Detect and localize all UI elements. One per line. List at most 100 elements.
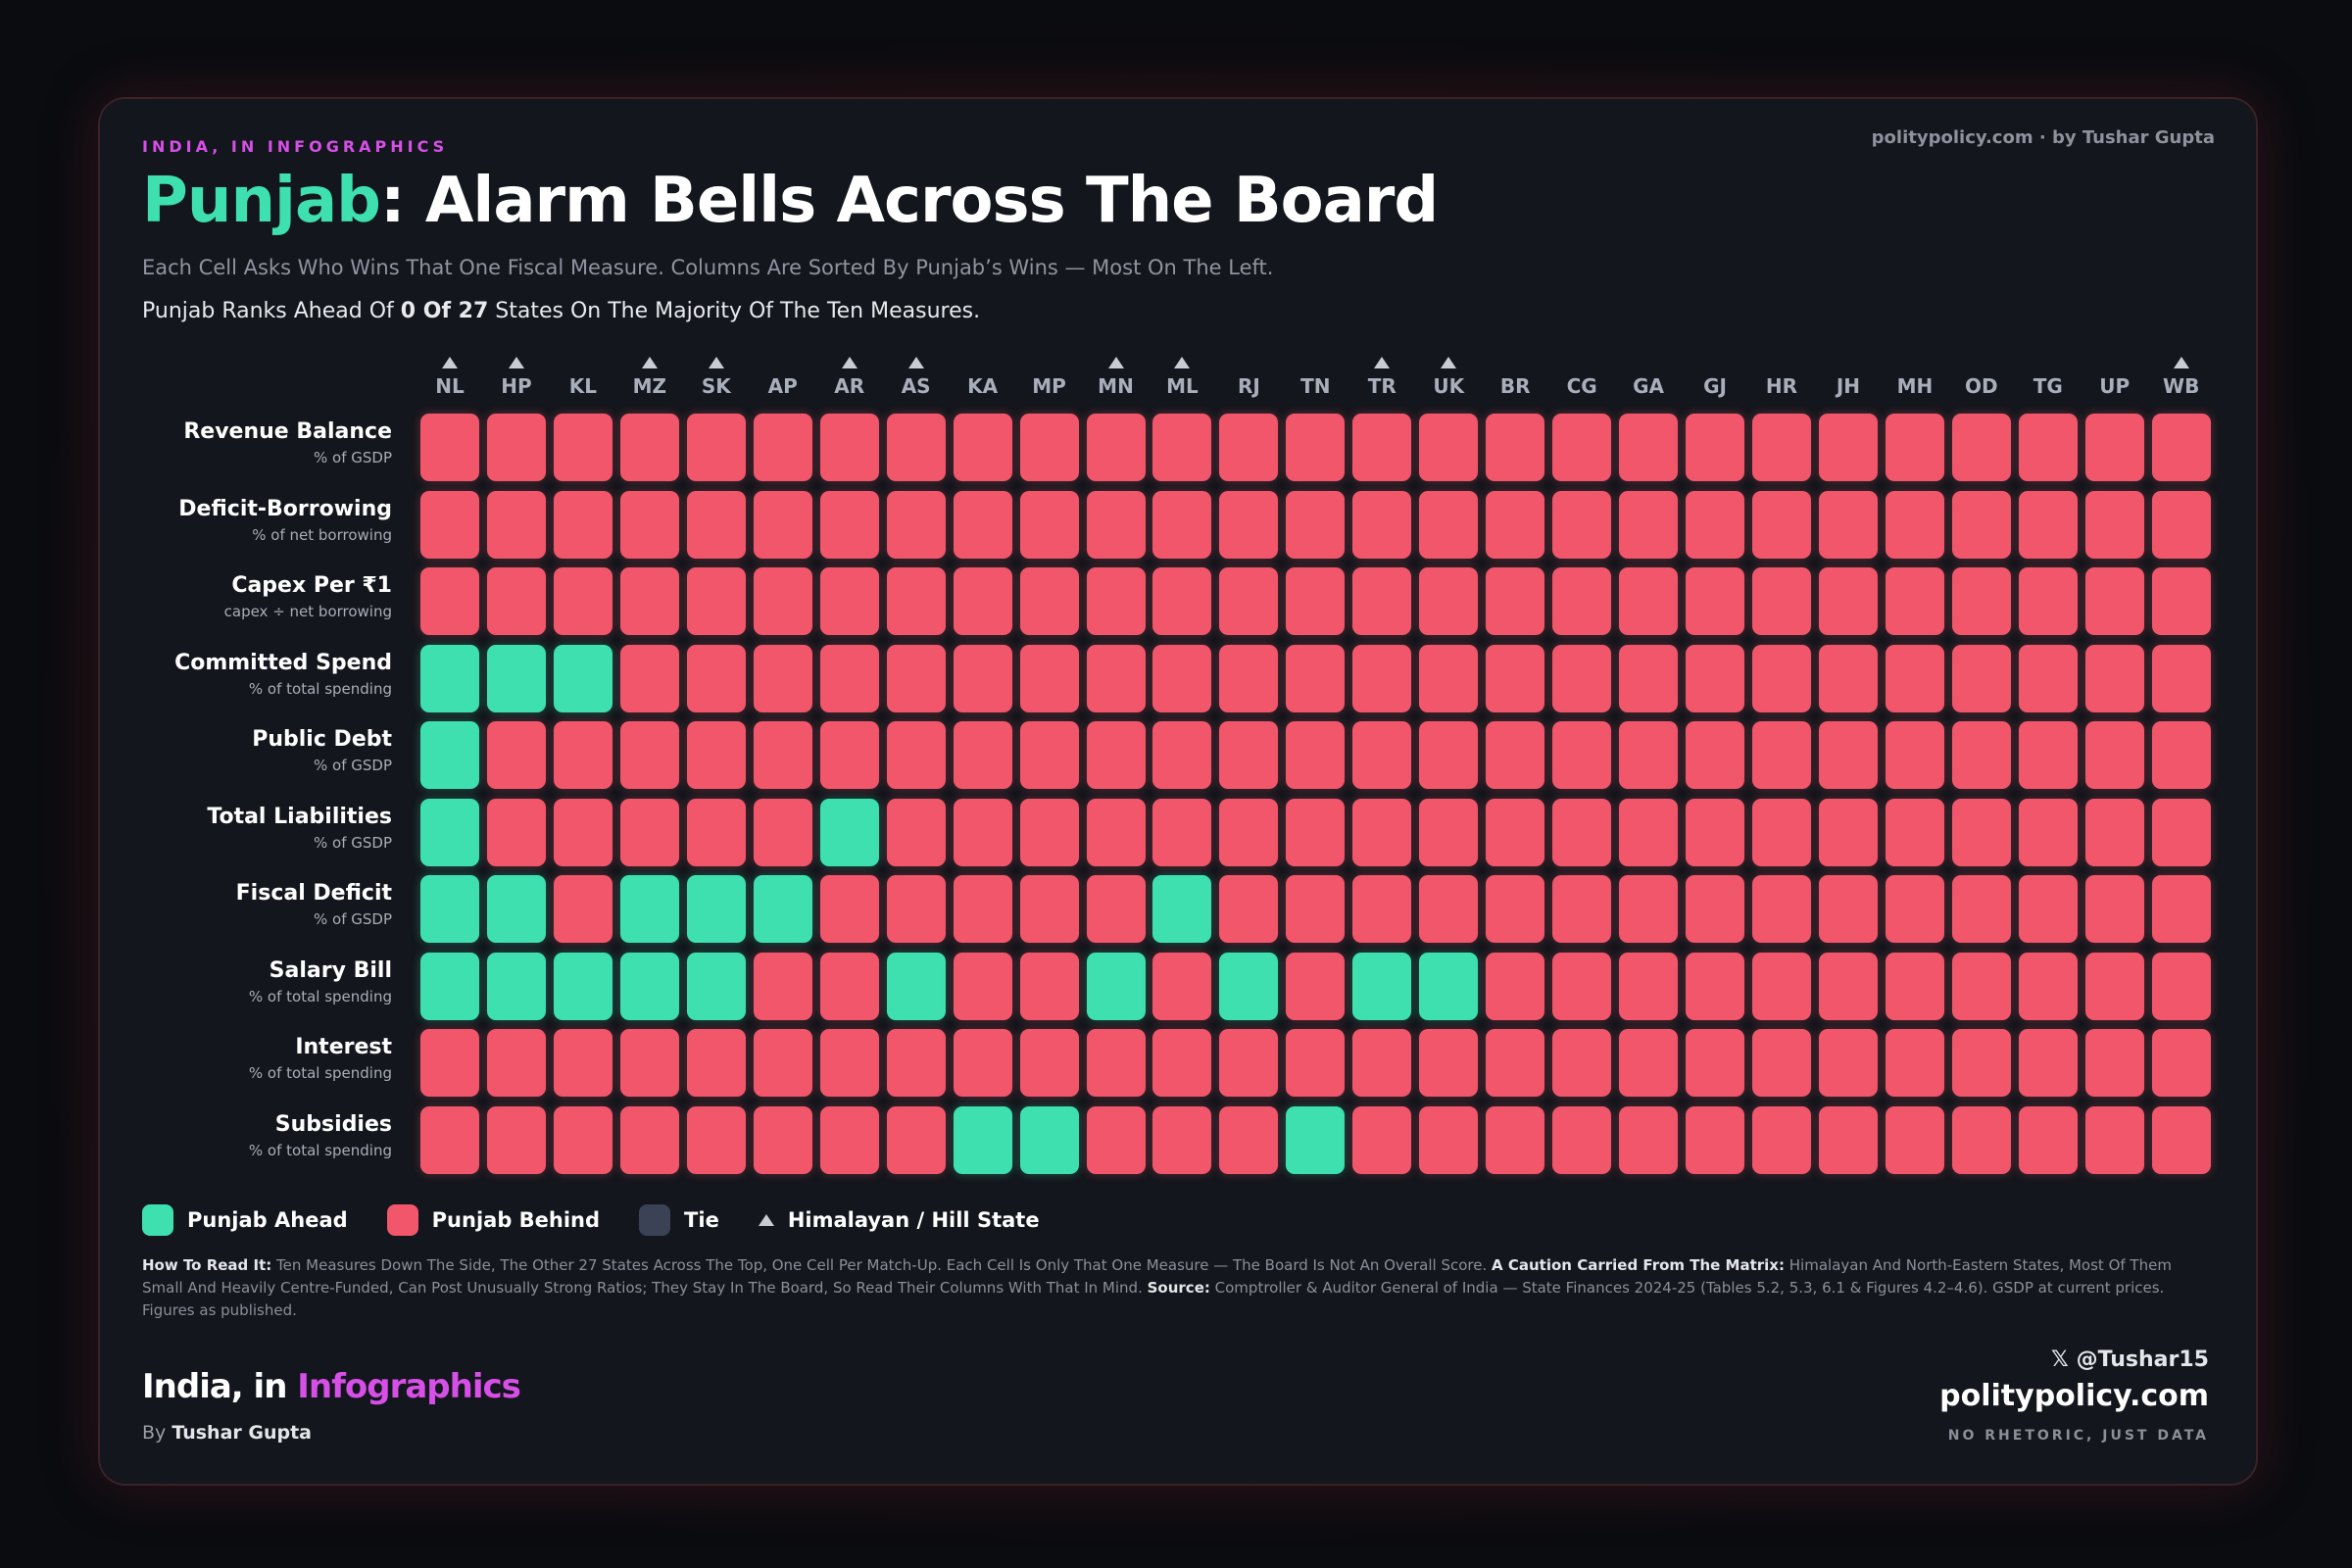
cell (819, 567, 879, 635)
cell (686, 721, 746, 789)
cell (553, 952, 612, 1020)
cell (819, 490, 879, 559)
cell (1086, 644, 1146, 712)
cell (953, 567, 1012, 635)
brand-highlight: Infographics (297, 1367, 521, 1406)
byline-name: Tushar Gupta (172, 1422, 312, 1444)
cell (1552, 952, 1612, 1020)
cell (486, 875, 546, 943)
legend-label: Punjab Behind (431, 1208, 601, 1232)
cell (1951, 414, 2011, 481)
cell (619, 414, 679, 481)
cell (1019, 490, 1079, 559)
cell (2151, 1029, 2211, 1097)
cell (886, 490, 946, 559)
cell (2018, 414, 2078, 481)
cell (1152, 798, 1212, 866)
title: Punjab: Alarm Bells Across The Board (142, 165, 1439, 237)
cell (1219, 1105, 1279, 1174)
cell (2084, 798, 2144, 866)
cell (420, 1029, 479, 1097)
cell (686, 1105, 746, 1174)
cell (619, 567, 679, 635)
cell (553, 875, 612, 943)
cell (486, 567, 546, 635)
cell (1552, 1029, 1612, 1097)
row-unit: % of total spending (248, 679, 392, 698)
cell (1286, 875, 1346, 943)
column-label: MH (1896, 374, 1934, 398)
cell (819, 644, 879, 712)
column-label: KA (967, 374, 999, 398)
cell (1752, 414, 1811, 481)
column-label: UP (2099, 374, 2131, 398)
cell (753, 567, 812, 635)
cell (1219, 721, 1279, 789)
cell (953, 414, 1012, 481)
cell (1951, 721, 2011, 789)
cell (953, 644, 1012, 712)
cell (2084, 1029, 2144, 1097)
cell (1951, 952, 2011, 1020)
cell (819, 1105, 879, 1174)
cell (1752, 644, 1811, 712)
hill-marker (442, 357, 458, 368)
cell (1419, 1029, 1479, 1097)
cell (2151, 875, 2211, 943)
cell (753, 798, 812, 866)
cell (2018, 952, 2078, 1020)
cell (1818, 644, 1878, 712)
hill-marker (1174, 357, 1191, 368)
column-label: TN (1300, 374, 1331, 398)
cell (1818, 798, 1878, 866)
cell (1419, 644, 1479, 712)
cell (1152, 1029, 1212, 1097)
column-label: MZ (632, 374, 667, 398)
cell (1219, 798, 1279, 866)
cell (486, 644, 546, 712)
cell (1286, 567, 1346, 635)
cell (1818, 952, 1878, 1020)
cell (1686, 798, 1745, 866)
cell (1619, 721, 1679, 789)
cell (1019, 414, 1079, 481)
cell (1951, 798, 2011, 866)
cell (553, 1029, 612, 1097)
cell (2084, 952, 2144, 1020)
column-label: TG (2033, 374, 2063, 398)
legend-swatch (639, 1204, 671, 1236)
cell (1419, 875, 1479, 943)
cell (753, 721, 812, 789)
cell (1552, 490, 1612, 559)
cell (686, 644, 746, 712)
cell (1885, 798, 1944, 866)
cell (486, 414, 546, 481)
cell (1951, 644, 2011, 712)
cell (1686, 1105, 1745, 1174)
cell (1686, 644, 1745, 712)
hill-marker (2173, 357, 2189, 368)
cell (2084, 490, 2144, 559)
brand-pre: India, in (142, 1367, 287, 1406)
cell (1352, 875, 1412, 943)
cell (2151, 490, 2211, 559)
cell (1686, 875, 1745, 943)
cell (953, 721, 1012, 789)
column-label: MP (1032, 374, 1066, 398)
row-unit: % of total spending (248, 987, 392, 1005)
cell (886, 798, 946, 866)
caution-label: A Caution Carried From The Matrix: (1492, 1256, 1785, 1274)
cell (1752, 952, 1811, 1020)
legend-label: Punjab Ahead (187, 1208, 348, 1232)
row-name: Deficit-Borrowing (178, 496, 392, 521)
cell (1019, 1029, 1079, 1097)
cell (1086, 721, 1146, 789)
cell (1885, 875, 1944, 943)
cell (2084, 567, 2144, 635)
cell (1752, 1105, 1811, 1174)
hill-marker (841, 357, 858, 368)
cell (686, 798, 746, 866)
cell (1885, 1105, 1944, 1174)
cell (1086, 567, 1146, 635)
cell (753, 1105, 812, 1174)
